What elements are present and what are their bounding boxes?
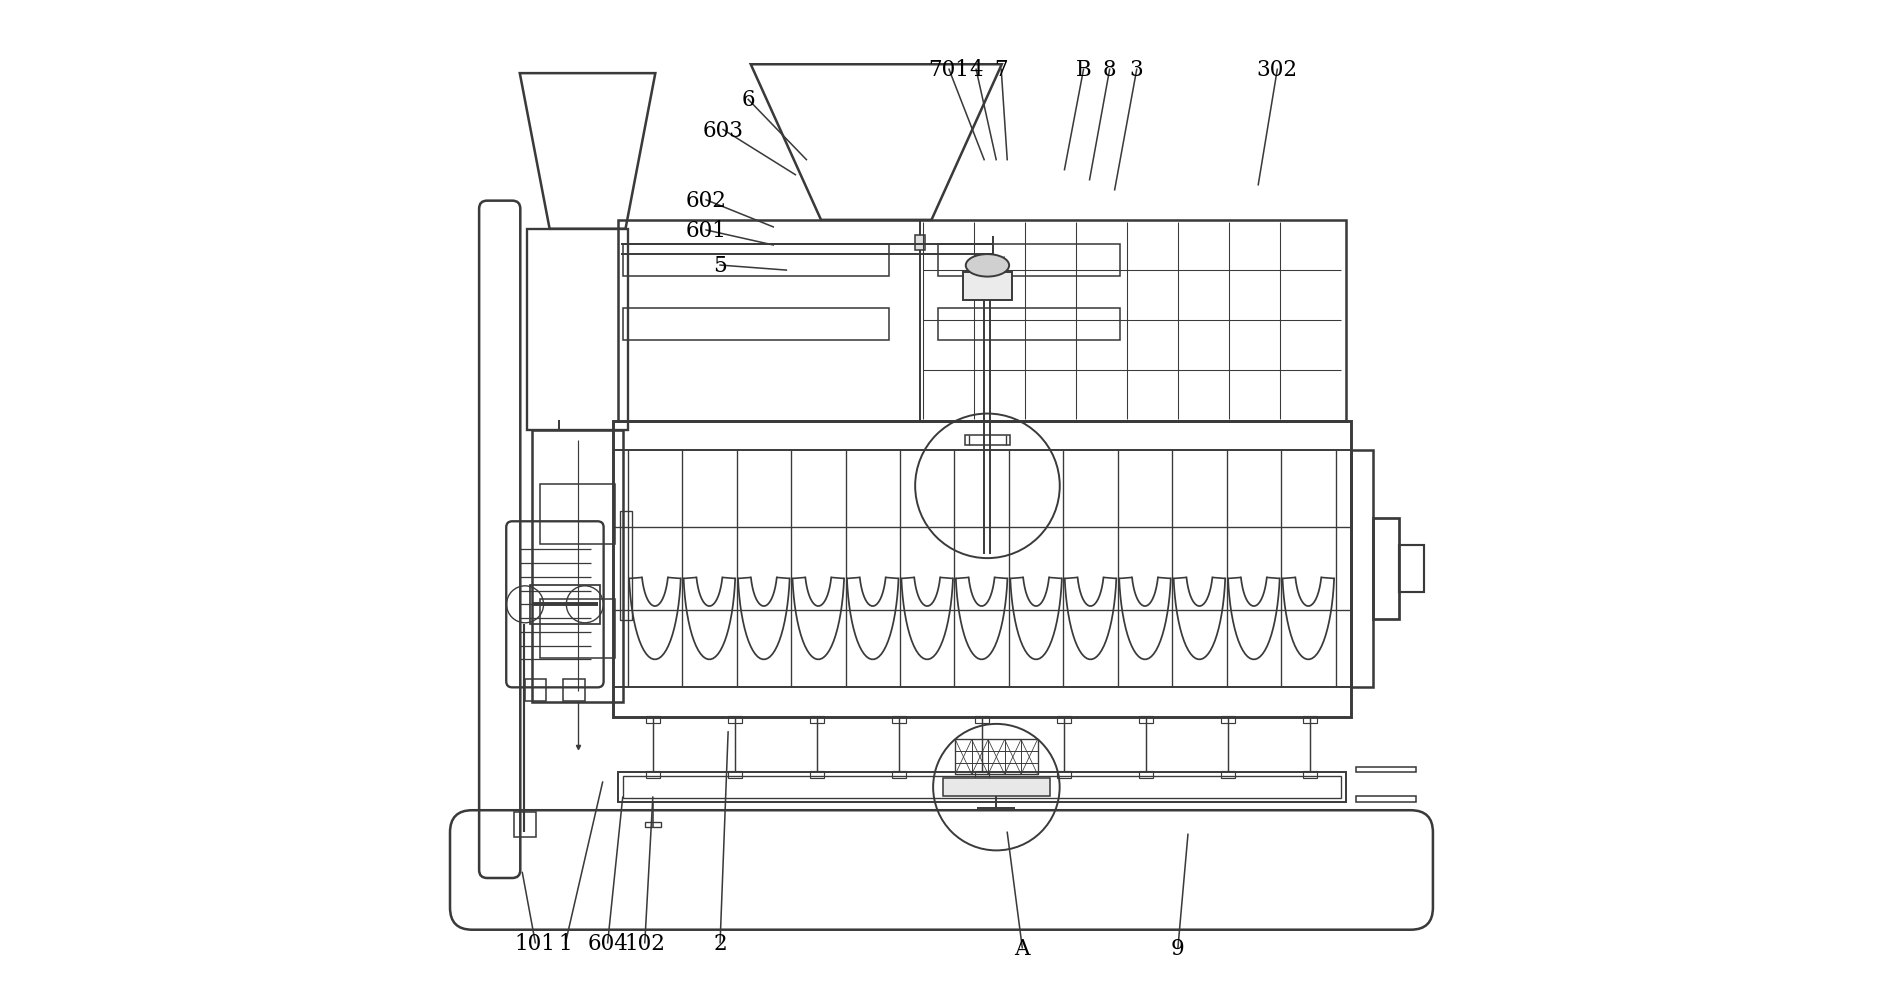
Bar	[729, 716, 742, 723]
Ellipse shape	[966, 255, 1010, 277]
Bar	[1372, 519, 1399, 620]
Bar	[810, 771, 824, 778]
Text: 3: 3	[1129, 59, 1144, 81]
Bar	[623, 309, 890, 341]
Bar	[892, 716, 907, 723]
Text: 302: 302	[1256, 59, 1298, 81]
Bar	[645, 771, 661, 778]
Text: 8: 8	[1103, 59, 1116, 81]
Bar	[892, 771, 907, 778]
Text: 1: 1	[558, 932, 573, 954]
Bar	[966, 435, 1010, 445]
Bar	[729, 771, 742, 778]
Bar	[1139, 716, 1154, 723]
Text: 6: 6	[742, 89, 755, 111]
Bar	[938, 245, 1120, 277]
Text: A: A	[1015, 937, 1031, 959]
Text: 9: 9	[1171, 937, 1184, 959]
Text: 102: 102	[624, 932, 666, 954]
Text: 101: 101	[514, 932, 556, 954]
Text: 7: 7	[995, 59, 1008, 81]
Bar	[645, 822, 661, 827]
Bar	[810, 716, 824, 723]
Bar	[1220, 771, 1236, 778]
Bar	[645, 716, 661, 723]
Bar	[915, 236, 924, 251]
Bar	[617, 221, 1346, 421]
Bar	[613, 421, 1351, 717]
Text: 5: 5	[714, 255, 727, 277]
Text: 2: 2	[714, 932, 727, 954]
Text: B: B	[1076, 59, 1091, 81]
Bar	[564, 680, 585, 702]
Bar	[964, 273, 1012, 301]
Bar	[938, 309, 1120, 341]
Text: 604: 604	[586, 932, 628, 954]
Bar	[528, 230, 628, 430]
Bar	[1057, 716, 1070, 723]
Text: 701: 701	[928, 59, 970, 81]
Bar	[974, 716, 989, 723]
Bar	[531, 430, 623, 702]
Text: 603: 603	[702, 119, 744, 141]
Bar	[1139, 771, 1154, 778]
Bar	[955, 740, 1038, 774]
Bar	[1355, 767, 1416, 772]
Bar	[1220, 716, 1236, 723]
Bar	[526, 680, 547, 702]
Bar	[974, 771, 989, 778]
Bar	[514, 812, 537, 838]
Bar	[623, 245, 890, 277]
Bar	[1355, 796, 1416, 802]
Bar	[541, 599, 615, 659]
Bar	[1351, 450, 1372, 688]
Bar	[943, 778, 1050, 796]
Bar	[541, 484, 615, 545]
Bar	[1304, 771, 1317, 778]
Bar	[530, 586, 600, 624]
Text: 601: 601	[685, 220, 727, 242]
Bar	[619, 512, 632, 621]
Bar	[617, 772, 1346, 802]
Bar	[1057, 771, 1070, 778]
Bar	[1304, 716, 1317, 723]
Text: 602: 602	[685, 190, 727, 212]
Bar	[623, 776, 1340, 798]
Bar	[1399, 546, 1424, 593]
Text: 4: 4	[970, 59, 983, 81]
